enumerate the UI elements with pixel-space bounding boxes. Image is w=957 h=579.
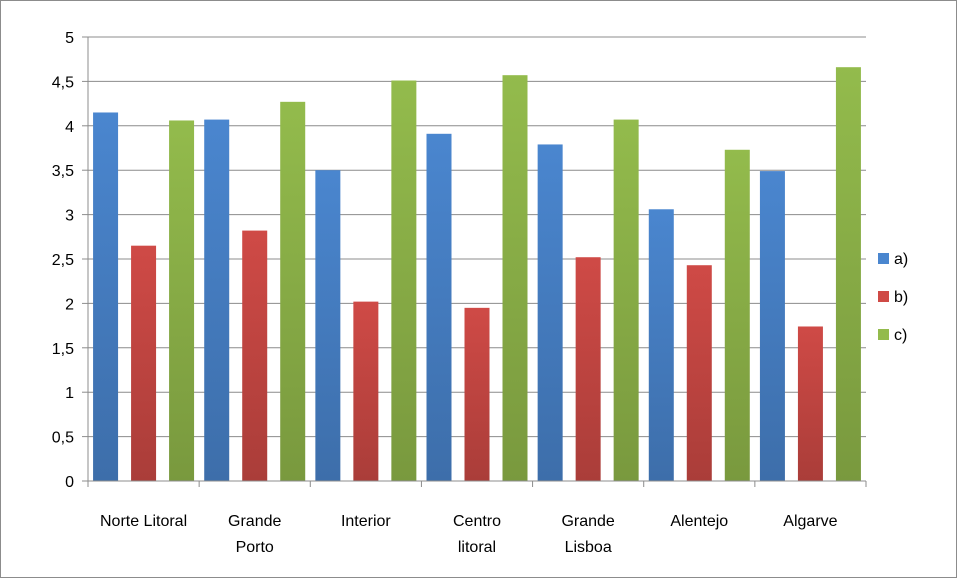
bar-c-1 xyxy=(280,101,306,481)
y-tick-label: 4,5 xyxy=(52,74,74,91)
axes xyxy=(87,37,867,487)
bar-c-4 xyxy=(613,119,639,482)
legend-label: a) xyxy=(894,251,908,268)
bar-b-4 xyxy=(575,257,601,481)
y-tick-label: 1,5 xyxy=(52,341,74,358)
bar-a-1 xyxy=(204,119,230,482)
legend-swatch xyxy=(878,291,889,302)
y-tick-label: 3,5 xyxy=(52,163,74,180)
bar-b-5 xyxy=(686,265,712,481)
legend-label: b) xyxy=(894,289,908,306)
bar-b-1 xyxy=(242,230,268,481)
bar-b-6 xyxy=(797,326,823,481)
legend-swatch xyxy=(878,329,889,340)
x-category-label: Grande Porto xyxy=(228,513,281,556)
y-axis-ticks: 0 0,5 1 1,5 2 2,5 3 3,5 4 4,5 5 xyxy=(52,30,88,491)
bar-b-2 xyxy=(353,301,379,481)
y-tick-label: 2,5 xyxy=(52,252,74,269)
bars xyxy=(93,67,861,482)
y-tick-label: 0 xyxy=(65,474,74,491)
bar-c-3 xyxy=(502,75,528,482)
x-axis-labels: Norte Litoral Grande Porto Interior Centro li… xyxy=(100,513,838,556)
x-category-label: Interior xyxy=(341,513,391,530)
bar-c-5 xyxy=(724,149,750,481)
y-tick-label: 3 xyxy=(65,208,74,225)
x-category-label: Grande Lisboa xyxy=(561,513,614,556)
bar-c-2 xyxy=(391,80,417,482)
bar-b-0 xyxy=(131,245,157,481)
y-tick-label: 4 xyxy=(65,119,74,136)
bar-a-5 xyxy=(648,209,674,481)
legend-label: c) xyxy=(894,327,907,344)
x-category-label: Algarve xyxy=(783,513,837,530)
y-tick-label: 5 xyxy=(65,30,74,47)
legend-swatch xyxy=(878,253,889,264)
bar-c-0 xyxy=(169,120,195,482)
x-category-label: Norte Litoral xyxy=(100,513,187,530)
bar-a-2 xyxy=(315,170,341,481)
bar-a-4 xyxy=(537,144,563,481)
legend: a) b) c) xyxy=(878,251,908,344)
bar-a-6 xyxy=(759,171,785,481)
bar-a-0 xyxy=(93,112,119,481)
bar-b-3 xyxy=(464,307,490,481)
bar-a-3 xyxy=(426,133,452,482)
y-tick-label: 0,5 xyxy=(52,430,74,447)
bar-c-6 xyxy=(835,67,861,481)
y-tick-label: 1 xyxy=(65,385,74,402)
y-tick-label: 2 xyxy=(65,296,74,313)
x-category-label: Alentejo xyxy=(670,513,728,530)
x-category-label: Centro litoral xyxy=(453,513,501,556)
